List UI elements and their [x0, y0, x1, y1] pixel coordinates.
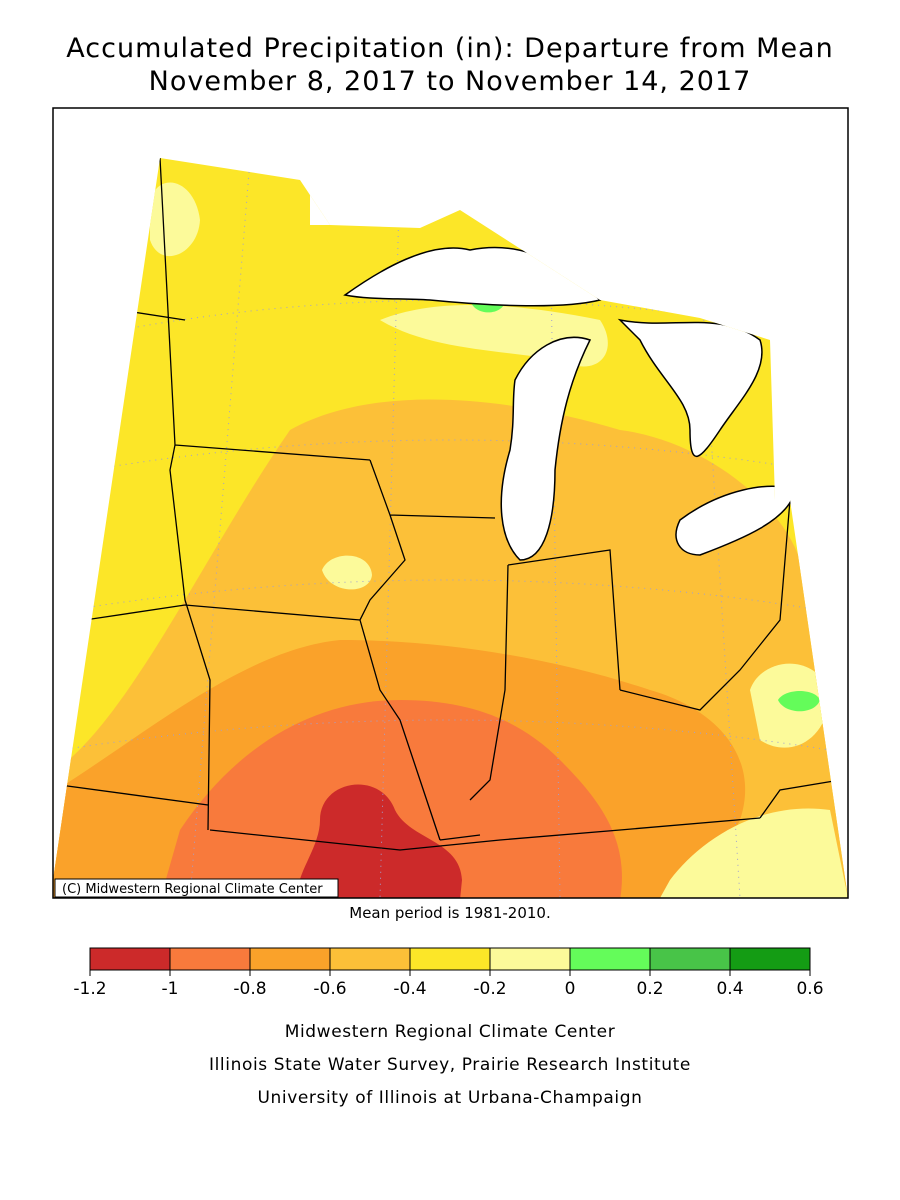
tick-label: 0.2	[636, 979, 663, 999]
region-fill	[160, 700, 622, 898]
footer-line: University of Illinois at Urbana-Champai…	[257, 1088, 642, 1108]
tick-label: -0.8	[233, 979, 266, 999]
color-bin	[249, 947, 331, 971]
color-bin	[649, 947, 731, 971]
region-fill	[322, 555, 372, 590]
color-bin	[569, 947, 651, 971]
tick-label: -0.2	[473, 979, 506, 999]
canada-gap	[310, 195, 338, 225]
mean-note: Mean period is 1981-2010.	[349, 904, 550, 922]
title: Accumulated Precipitation (in): Departur…	[66, 33, 833, 64]
region-fill	[298, 784, 462, 898]
footer-line: Midwestern Regional Climate Center	[285, 1022, 616, 1042]
copyright-box	[54, 878, 339, 898]
color-bin	[89, 947, 171, 971]
colorbar: -1.2 -1 -0.8 -0.6 -0.4 -0.2 0 0.2 0.4 0.6	[73, 947, 824, 999]
subtitle: November 8, 2017 to November 14, 2017	[149, 66, 752, 97]
color-bin	[489, 947, 571, 971]
tick-label: -1.2	[73, 979, 106, 999]
map-frame	[52, 107, 849, 899]
tick-label: -0.4	[393, 979, 426, 999]
color-bin	[409, 947, 491, 971]
region-fill	[778, 691, 820, 712]
tick-label: -1	[162, 979, 179, 999]
map	[53, 158, 848, 898]
copyright: (C) Midwestern Regional Climate Center	[62, 882, 323, 897]
lake	[617, 318, 763, 457]
color-bin	[729, 947, 811, 971]
footer-line: Illinois State Water Survey, Prairie Res…	[209, 1055, 691, 1075]
region-fill	[660, 808, 848, 898]
lake	[500, 336, 592, 561]
state-borders	[59, 158, 841, 851]
lake	[675, 485, 796, 556]
tick-label: 0.6	[796, 979, 823, 999]
tick-label: -0.6	[313, 979, 346, 999]
tick-label: 0.4	[716, 979, 743, 999]
color-bin	[329, 947, 411, 971]
tick-label: 0	[565, 979, 576, 999]
color-bin	[169, 947, 251, 971]
